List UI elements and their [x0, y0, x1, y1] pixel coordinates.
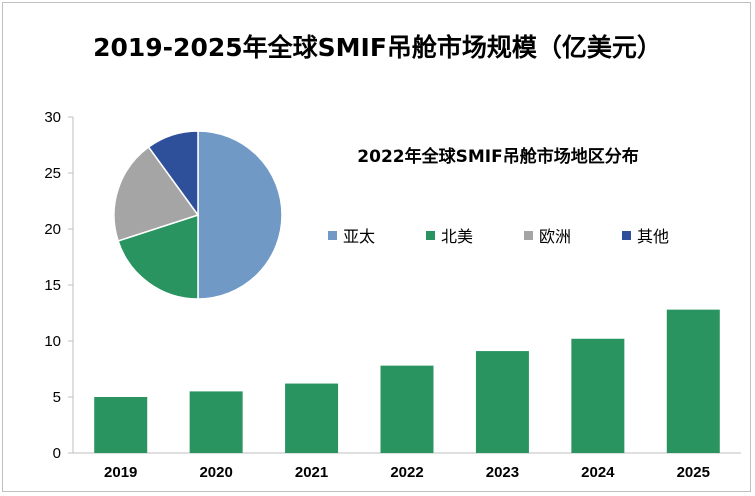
y-tick-label: 10 — [44, 333, 61, 350]
pie-slice-3 — [113, 145, 200, 242]
pie-slice-2 — [117, 213, 199, 300]
bar-2021 — [285, 383, 339, 453]
y-tick-label: 0 — [53, 445, 61, 462]
y-tick-label: 5 — [53, 389, 61, 406]
x-tick-label: 2025 — [677, 464, 710, 481]
legend-label: 欧洲 — [539, 227, 571, 246]
x-tick-label: 2021 — [295, 464, 328, 481]
bar-2023 — [475, 351, 529, 453]
legend-marker — [426, 231, 435, 240]
y-tick-label: 20 — [44, 221, 61, 238]
y-tick-label: 25 — [44, 165, 61, 182]
bar-2025 — [666, 309, 720, 453]
x-tick-label: 2023 — [486, 464, 519, 481]
legend-label: 北美 — [441, 227, 473, 246]
legend-marker — [622, 231, 631, 240]
legend-marker — [524, 231, 533, 240]
bar-2019 — [94, 397, 148, 453]
x-tick-label: 2020 — [199, 464, 232, 481]
chart-title: 2019-2025年全球SMIF吊舱市场规模（亿美元） — [93, 33, 662, 62]
bar-2020 — [189, 391, 243, 453]
inset-title: 2022年全球SMIF吊舱市场地区分布 — [357, 146, 638, 167]
x-tick-label: 2024 — [581, 464, 615, 481]
legend-label: 其他 — [637, 227, 669, 246]
x-tick-label: 2019 — [104, 464, 137, 481]
pie-slice-4 — [147, 130, 199, 218]
bar-2022 — [380, 365, 434, 453]
y-tick-label: 15 — [44, 277, 61, 294]
y-tick-label: 30 — [44, 109, 61, 126]
legend-label: 亚太 — [343, 227, 375, 246]
x-tick-label: 2022 — [390, 464, 423, 481]
legend-marker — [328, 231, 337, 240]
pie-slice-1 — [197, 130, 283, 300]
bar-2024 — [571, 338, 625, 453]
